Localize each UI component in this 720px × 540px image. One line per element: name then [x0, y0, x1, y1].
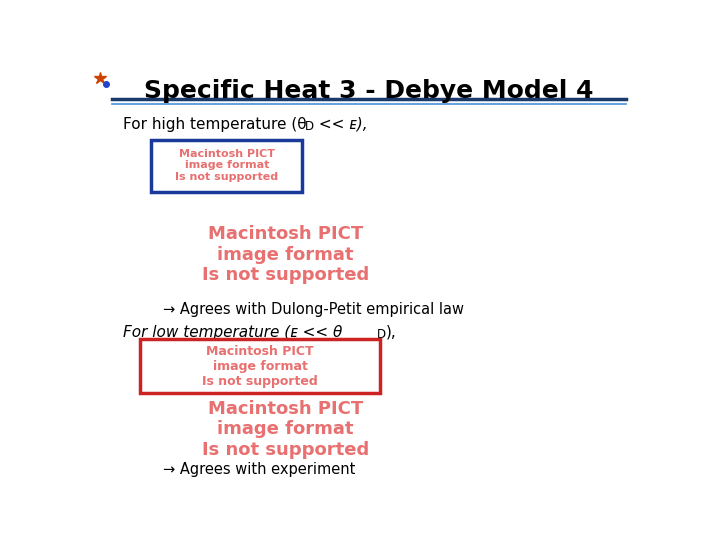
Text: Macintosh PICT
image format
Is not supported: Macintosh PICT image format Is not suppo…: [202, 225, 369, 285]
Text: Macintosh PICT
image format
Is not supported: Macintosh PICT image format Is not suppo…: [202, 400, 369, 459]
Text: Macintosh PICT
image format
Is not supported: Macintosh PICT image format Is not suppo…: [175, 149, 278, 182]
FancyBboxPatch shape: [140, 339, 380, 393]
Text: D: D: [305, 120, 314, 133]
Text: For high temperature (θ: For high temperature (θ: [124, 117, 307, 132]
Text: → Agrees with Dulong-Petit empirical law: → Agrees with Dulong-Petit empirical law: [163, 302, 464, 317]
Text: ),: ),: [386, 325, 397, 340]
Text: D: D: [377, 328, 387, 341]
Text: → Agrees with experiment: → Agrees with experiment: [163, 462, 355, 477]
FancyBboxPatch shape: [151, 140, 302, 192]
Text: Macintosh PICT
image format
Is not supported: Macintosh PICT image format Is not suppo…: [202, 345, 318, 388]
Text: For low temperature (ᴇ << θ: For low temperature (ᴇ << θ: [124, 325, 343, 340]
Text: Specific Heat 3 - Debye Model 4: Specific Heat 3 - Debye Model 4: [144, 79, 594, 103]
Text: << ᴇ),: << ᴇ),: [315, 117, 368, 132]
